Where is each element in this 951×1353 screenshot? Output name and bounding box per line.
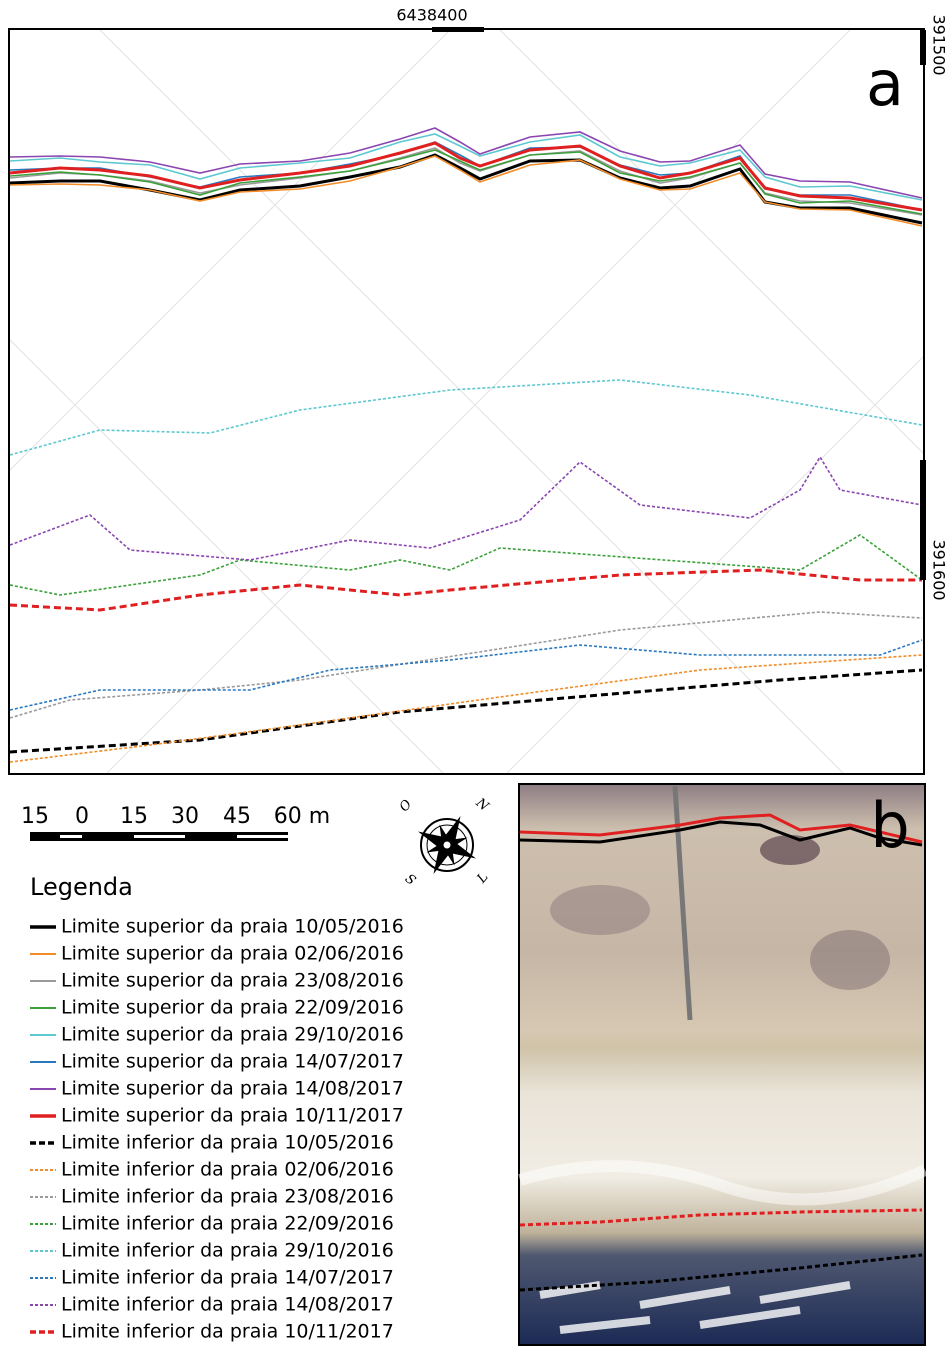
coordinate-label: 391500 xyxy=(930,14,949,75)
compass-label: N xyxy=(472,795,492,815)
legend-label: Limite superior da praia 14/08/2017 xyxy=(61,1078,404,1100)
legend-label: Limite inferior da praia 02/06/2016 xyxy=(61,1159,394,1181)
upper-beach-limit xyxy=(10,155,923,227)
legend-label: Limite superior da praia 23/08/2016 xyxy=(61,970,404,992)
frame-tick xyxy=(920,30,926,65)
legend-label: Limite inferior da praia 29/10/2016 xyxy=(61,1240,394,1262)
photo-lower-limit xyxy=(519,1208,923,1227)
photo-lower-limit xyxy=(519,1253,923,1292)
upper-beach-limit xyxy=(10,149,923,215)
scale-label: 30 xyxy=(171,804,199,829)
legend-label: Limite inferior da praia 10/05/2016 xyxy=(61,1132,394,1154)
map-grid xyxy=(10,30,923,773)
photo-upper-limit xyxy=(519,820,923,847)
lower-beach-limit xyxy=(10,379,923,456)
compass-label: O xyxy=(397,797,416,815)
frame-tick xyxy=(432,27,484,32)
legend-label: Limite superior da praia 02/06/2016 xyxy=(61,943,404,965)
photo-features xyxy=(518,785,928,1334)
panel-label: a xyxy=(866,47,904,120)
legend-label: Limite inferior da praia 14/07/2017 xyxy=(61,1267,394,1289)
legend-label: Limite inferior da praia 23/08/2016 xyxy=(61,1186,394,1208)
legend-label: Limite inferior da praia 22/09/2016 xyxy=(61,1213,394,1235)
shoreline-layer xyxy=(10,127,923,763)
legend-label: Limite superior da praia 10/05/2016 xyxy=(61,916,404,938)
scale-label: 15 xyxy=(21,804,49,829)
lower-beach-limit xyxy=(10,534,923,596)
legend-label: Limite inferior da praia 10/11/2017 xyxy=(61,1321,394,1343)
photo-upper-limit xyxy=(519,813,923,844)
lower-beach-limit xyxy=(10,654,923,763)
legend-title: Legenda xyxy=(30,873,133,901)
aerial-photo xyxy=(518,783,926,1346)
legend-label: Limite superior da praia 29/10/2016 xyxy=(61,1024,404,1046)
legend-label: Limite superior da praia 14/07/2017 xyxy=(61,1051,404,1073)
compass-label: L xyxy=(474,870,492,887)
scale-label: 60 m xyxy=(274,804,330,829)
coordinate-label: 391600 xyxy=(930,539,949,600)
upper-beach-limit xyxy=(10,141,923,212)
legend-label: Limite superior da praia 22/09/2016 xyxy=(61,997,404,1019)
scale-label: 0 xyxy=(75,804,89,829)
scale-label: 45 xyxy=(223,804,251,829)
scale-bar xyxy=(30,832,288,841)
scale-label: 15 xyxy=(120,804,148,829)
frame-tick xyxy=(920,460,926,580)
lower-beach-limit xyxy=(10,455,923,561)
upper-beach-limit xyxy=(10,127,923,199)
upper-beach-limit xyxy=(10,133,923,201)
legend-label: Limite superior da praia 10/11/2017 xyxy=(61,1105,404,1127)
compass-rose xyxy=(417,815,477,875)
panel-label: b xyxy=(870,789,909,862)
lower-beach-limit xyxy=(10,639,923,711)
lower-beach-limit xyxy=(10,668,923,754)
compass-label: S xyxy=(402,871,419,888)
legend-label: Limite inferior da praia 14/08/2017 xyxy=(61,1294,394,1316)
lower-beach-limit xyxy=(10,568,922,612)
coordinate-label: 6438400 xyxy=(396,6,467,25)
